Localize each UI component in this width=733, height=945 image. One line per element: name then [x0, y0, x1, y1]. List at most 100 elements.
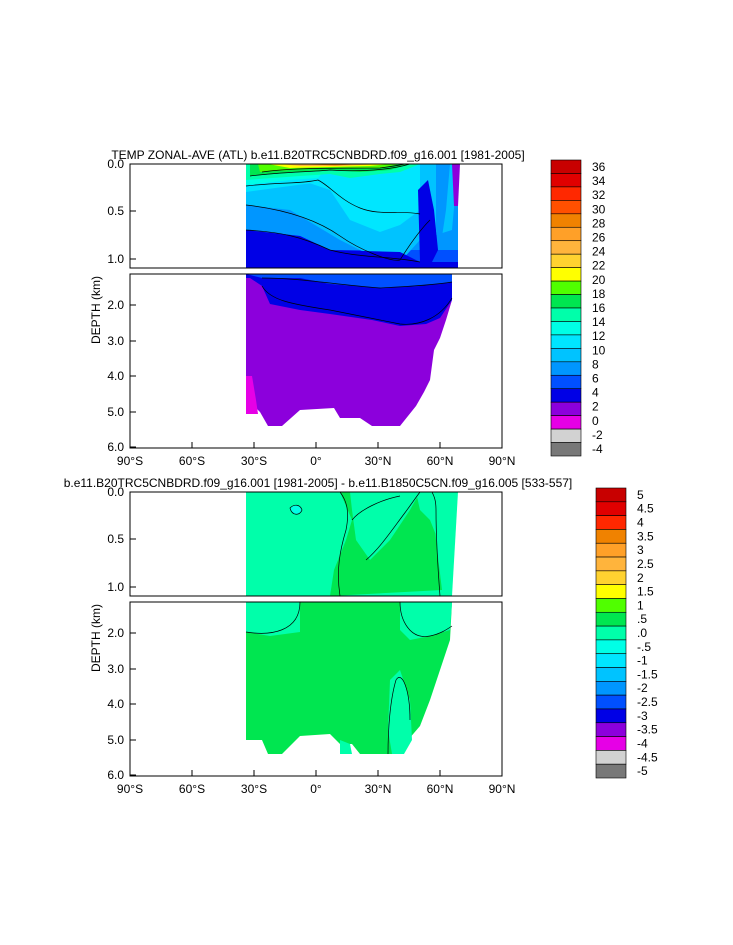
plot1-xticks: 90°S 60°S 30°S 0° 30°N 60°N 90°N [117, 442, 515, 468]
plot1-colorbar-label: 20 [592, 273, 606, 287]
plot2-colorbar-swatch [595, 584, 627, 599]
plot1-colorbar-swatch [550, 226, 582, 242]
plot1-colorbar-swatch [550, 267, 582, 282]
plot2-ytick: 6.0 [107, 768, 124, 782]
plot1-colorbar-label: 8 [592, 357, 599, 371]
plot2-colorbar-label: 2 [637, 571, 644, 585]
plot2-xtick: 60°S [179, 782, 205, 796]
plot1-colorbar-swatch [550, 321, 582, 336]
plot1-colorbar-swatch [550, 388, 582, 403]
plot2-colorbar-swatch [595, 694, 627, 710]
plot2-colorbar-swatch [595, 611, 627, 627]
plot2-colorbar-swatch [595, 667, 627, 682]
plot2-colorbar-label: -3.5 [637, 723, 658, 737]
plot2-colorbar-swatch [595, 653, 627, 668]
plot2-colorbar-swatch [595, 722, 627, 737]
plot2-upper-panel-frame [129, 491, 503, 597]
plot2-colorbar-label: -4 [637, 736, 648, 750]
plot1-colorbar-swatch [550, 442, 582, 457]
plot1-ytick: 2.0 [107, 298, 124, 312]
plot1-ytick: 3.0 [107, 334, 124, 348]
plot2-upper-fill [246, 491, 458, 597]
plot1: TEMP ZONAL-AVE (ATL) b.e11.B20TRC5CNBDRD… [89, 148, 606, 468]
plot1-xtick: 60°N [427, 454, 454, 468]
plot2-colorbar-label: 3.5 [637, 529, 654, 543]
plot1-colorbar-swatch [550, 348, 582, 363]
plot2-xtick: 0° [310, 782, 322, 796]
plot1-upper-panel-frame [129, 163, 503, 269]
plot2-colorbar-swatch [595, 556, 627, 572]
plot2-colorbar-swatch [595, 763, 627, 779]
plot2-colorbar-label: -1.5 [637, 667, 658, 681]
plot1-colorbar-label: 2 [592, 400, 599, 414]
plot2-colorbar-label: -5 [637, 764, 648, 778]
plot2-colorbar-swatch [595, 708, 627, 724]
plot2-colorbar-label: -4.5 [637, 750, 658, 764]
plot1-colorbar-label: 10 [592, 343, 606, 357]
plot2-ytick: 3.0 [107, 662, 124, 676]
plot1-colorbar-label: 26 [592, 231, 606, 245]
plot2-ylabel: DEPTH (km) [89, 604, 103, 672]
plot2-colorbar-swatch [595, 681, 627, 696]
plot2-colorbar: 54.543.532.521.51.5.0-.5-1-1.5-2-2.5-3-3… [595, 487, 658, 779]
plot1-colorbar-label: 12 [592, 329, 606, 343]
plot1-colorbar-swatch [550, 307, 582, 322]
plot2-ytick: 0.5 [107, 532, 124, 546]
plot2-ytick: 2.0 [107, 626, 124, 640]
plot1-colorbar-swatch [550, 240, 582, 255]
plot1-colorbar-swatch [550, 186, 582, 201]
plot2-colorbar-swatch [595, 598, 627, 613]
plot2-xtick: 90°N [489, 782, 516, 796]
plot1-ytick: 0.0 [107, 157, 124, 171]
plot2-colorbar-swatch [595, 750, 627, 765]
plot1-colorbar-label: 6 [592, 371, 599, 385]
plot1-colorbar-label: 22 [592, 259, 606, 273]
plot1-ytick: 1.0 [107, 252, 124, 266]
plot1-colorbar-label: 4 [592, 386, 599, 400]
plot1-colorbar-label: 24 [592, 245, 606, 259]
plot2-colorbar-label: 4 [637, 516, 644, 530]
plot2-colorbar-label: -.5 [637, 640, 651, 654]
plot2-xtick: 30°S [241, 782, 267, 796]
plot1-colorbar-label: -2 [592, 428, 603, 442]
plot1-ytick: 4.0 [107, 369, 124, 383]
plot1-colorbar-swatch [550, 428, 582, 443]
plot1-colorbar-label: 32 [592, 188, 606, 202]
plot2-xtick: 90°S [117, 782, 143, 796]
plot2-colorbar-label: 1.5 [637, 585, 654, 599]
plot1-colorbar-swatch [550, 173, 582, 188]
plot2-ytick: 4.0 [107, 697, 124, 711]
plot1-colorbar-swatch [550, 294, 582, 309]
plot1-colorbar-label: 0 [592, 414, 599, 428]
plot2-title: b.e11.B20TRC5CNBDRD.f09_g16.001 [1981-20… [64, 476, 573, 490]
plot1-colorbar-swatch [550, 361, 582, 376]
plot2-colorbar-swatch [595, 529, 627, 544]
plot2-colorbar-swatch [595, 542, 627, 558]
plot1-xtick: 60°S [179, 454, 205, 468]
plot2-lower-fill [245, 601, 453, 755]
plot1-colorbar-swatch [550, 401, 582, 416]
plot1-lower-fill [246, 274, 453, 426]
plot1-colorbar-label: 34 [592, 174, 606, 188]
plot2-colorbar-label: -2 [637, 681, 648, 695]
plot2-colorbar-label: 5 [637, 488, 644, 502]
plot1-xtick: 0° [310, 454, 322, 468]
plot1-colorbar-label: 28 [592, 216, 606, 230]
plot1-ytick: 0.5 [107, 204, 124, 218]
plot2-colorbar-swatch [595, 736, 627, 751]
plot1-upper-fill [245, 163, 460, 268]
plot2-ytick: 0.0 [107, 485, 124, 499]
plot2-colorbar-swatch [595, 639, 627, 655]
plot2-colorbar-swatch [595, 487, 627, 503]
plot1-colorbar-label: 30 [592, 202, 606, 216]
plot2-xtick: 60°N [427, 782, 454, 796]
plot2-colorbar-swatch [595, 570, 627, 585]
plot1-colorbar-label: 36 [592, 160, 606, 174]
plot2-xtick: 30°N [365, 782, 392, 796]
plot2-colorbar-label: .5 [637, 612, 647, 626]
plot1-xtick: 30°S [241, 454, 267, 468]
plot1-colorbar-label: -4 [592, 442, 603, 456]
plot2-xticks: 90°S 60°S 30°S 0° 30°N 60°N 90°N [117, 770, 515, 796]
